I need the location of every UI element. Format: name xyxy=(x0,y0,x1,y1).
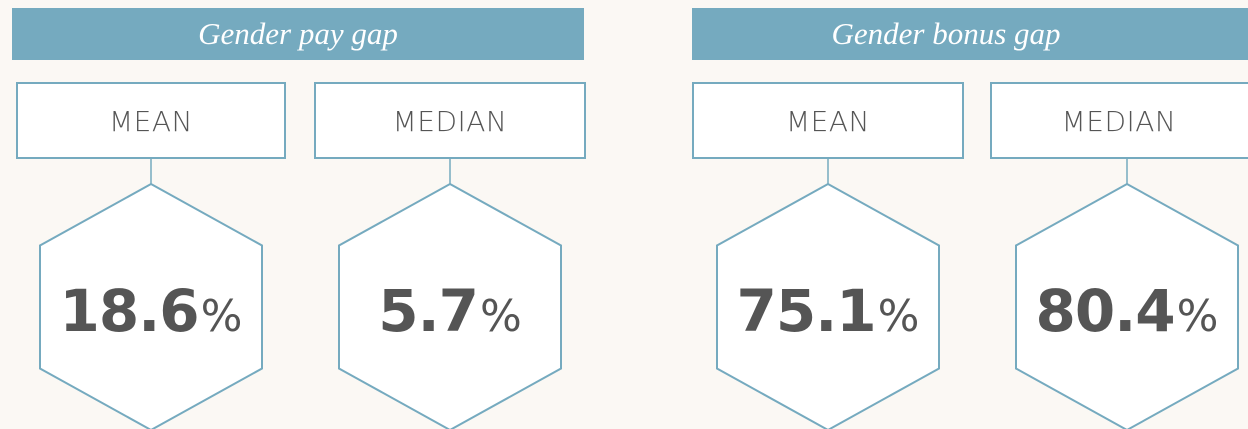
metric-label: MEAN xyxy=(109,105,193,138)
label-box xyxy=(314,82,586,159)
title-bar xyxy=(12,8,584,60)
label-box xyxy=(692,82,964,159)
metric-label: MEDIAN xyxy=(393,105,508,138)
panel-title: Gender bonus gap xyxy=(831,16,1060,51)
value-unit: % xyxy=(201,291,243,342)
value-unit: % xyxy=(1177,291,1219,342)
value-number: 80.4 xyxy=(1036,277,1175,345)
value-unit: % xyxy=(878,291,920,342)
metric-value: 75.1% xyxy=(737,277,920,345)
value-number: 5.7 xyxy=(378,277,478,345)
metric-label: MEDIAN xyxy=(1062,105,1177,138)
title-bar xyxy=(692,8,1248,60)
hexagon xyxy=(338,182,562,429)
hexagon xyxy=(716,182,940,429)
metric-value: 18.6% xyxy=(60,277,243,345)
label-box xyxy=(990,82,1248,159)
hexagon xyxy=(1015,182,1239,429)
metric-value: 80.4% xyxy=(1036,277,1219,345)
value-number: 75.1 xyxy=(737,277,876,345)
hexagon xyxy=(39,182,263,429)
panel: Gender pay gap MEAN 18.6% MEDIAN 5.7% xyxy=(12,8,586,429)
panel-title: Gender pay gap xyxy=(198,16,398,51)
value-unit: % xyxy=(480,291,522,342)
panel: Gender bonus gap MEAN 75.1% MEDIAN 80.4% xyxy=(692,8,1248,429)
label-box xyxy=(16,82,286,159)
metric-value: 5.7% xyxy=(378,277,522,345)
metric-label: MEAN xyxy=(786,105,870,138)
value-number: 18.6 xyxy=(60,277,199,345)
